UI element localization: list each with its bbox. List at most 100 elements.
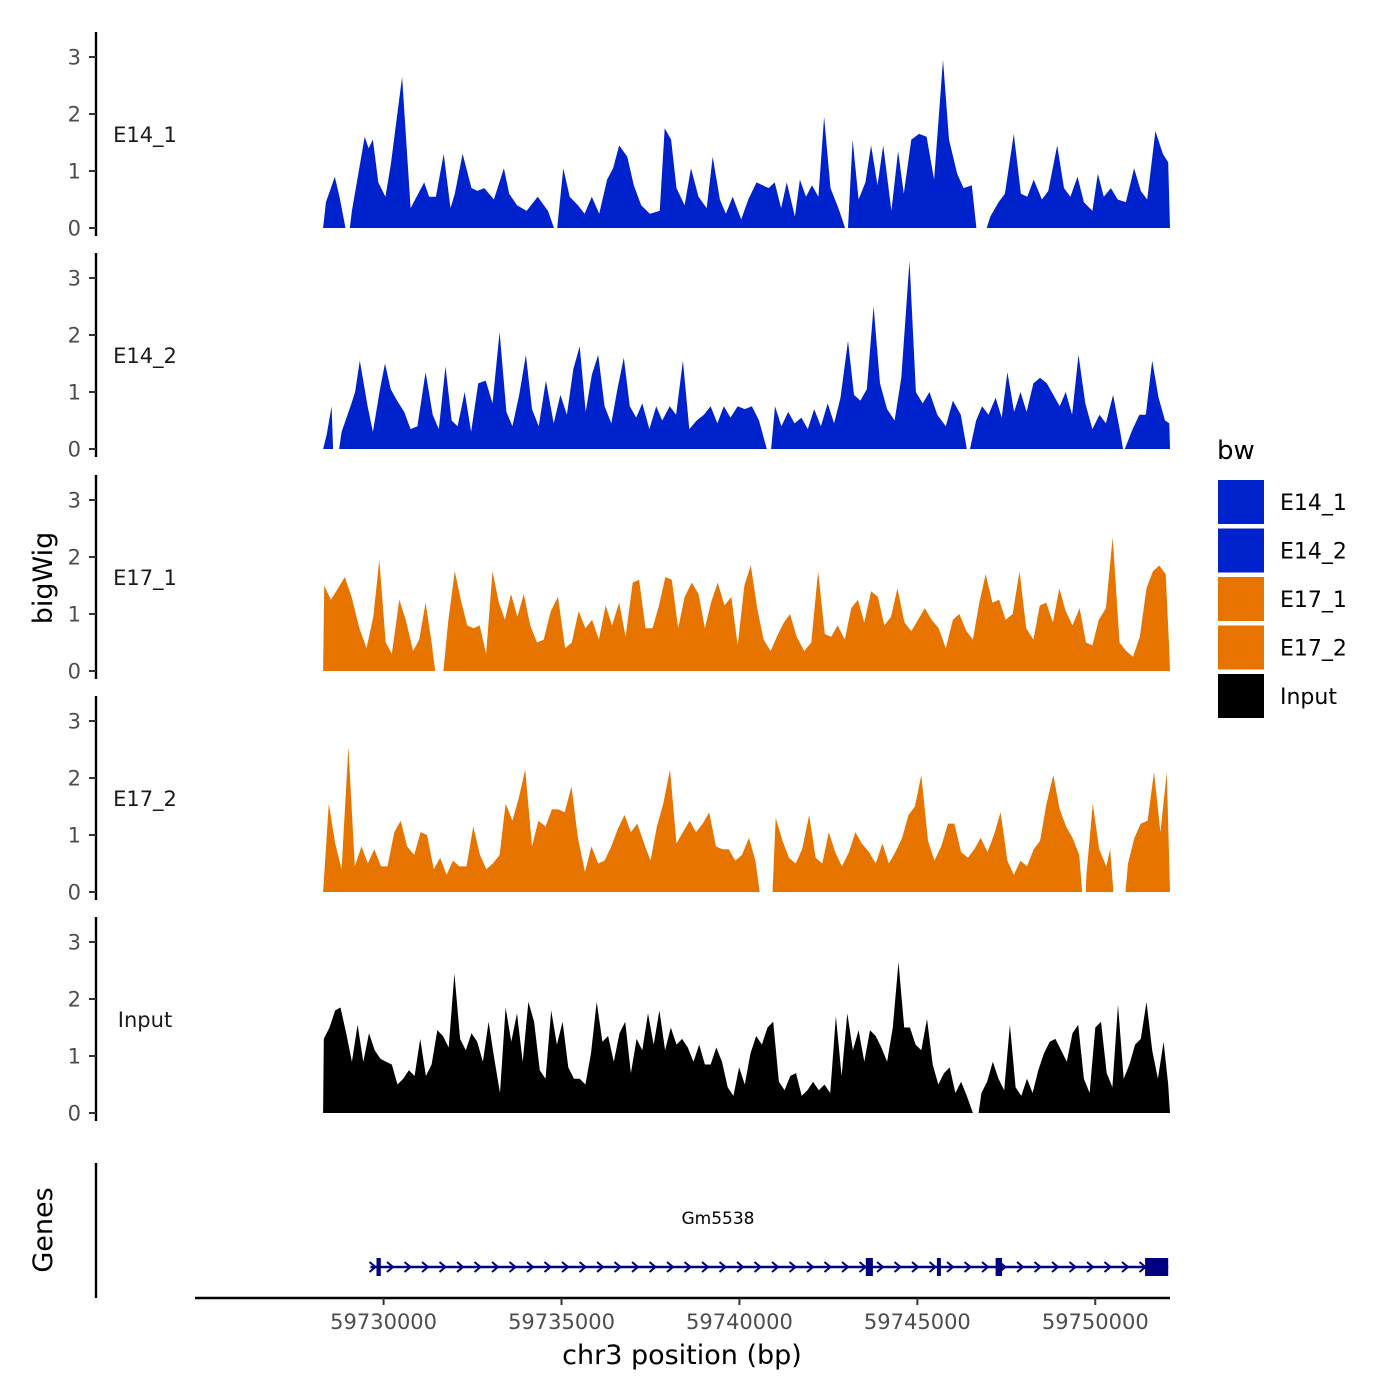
legend-swatch-e17-2 (1218, 625, 1264, 670)
strand-chevron-40 (1051, 1261, 1060, 1273)
legend-label-e17-1: E17_1 (1280, 588, 1347, 613)
y-tick-label-e17-1-1: 1 (68, 603, 81, 627)
area-segment-e14-1-1 (323, 176, 346, 228)
strand-chevron-8 (491, 1261, 500, 1273)
strand-chevron-28 (841, 1261, 850, 1273)
strand-chevron-41 (1068, 1261, 1078, 1273)
strand-chevron-11 (543, 1261, 553, 1273)
area-segment-e14-1-2 (349, 77, 554, 228)
track-panels: 0 1 2 3 E14_1 0 1 2 3 E14_2 0 1 2 3 E17_1 0 1 2 3 E17_2 0 1 2 3… (68, 32, 1170, 1126)
legend-swatch-e14-1 (1218, 480, 1264, 524)
x-tick-label-59745000: 59745000 (864, 1310, 971, 1334)
genes-axis-title: Genes (28, 1187, 59, 1272)
legend-item-e17-1: E17_1 (1218, 577, 1347, 621)
strand-chevron-7 (473, 1261, 483, 1273)
panel-e17-2: 0 1 2 3 E17_2 (68, 696, 1170, 905)
legend-item-input: Input (1218, 674, 1337, 718)
strand-chevron-10 (526, 1261, 535, 1273)
gene-model-Gm5538 (368, 1258, 1169, 1276)
y-tick-label-e14-1-1: 1 (68, 160, 81, 184)
area-e14-1 (323, 59, 1170, 228)
y-tick-label-e14-1-0: 0 (68, 217, 81, 241)
exon-5 (1145, 1258, 1169, 1276)
y-tick-label-e14-2-1: 1 (68, 381, 81, 405)
strand-chevron-3 (403, 1261, 413, 1273)
strand-chevron-27 (823, 1261, 833, 1273)
area-e14-2 (323, 260, 1170, 449)
strand-chevron-25 (788, 1261, 798, 1273)
strand-chevron-42 (1086, 1261, 1095, 1273)
strand-chevron-30 (876, 1261, 885, 1273)
area-segment-e14-2-1 (323, 406, 334, 449)
y-tick-label-e17-1-2: 2 (68, 546, 81, 570)
area-segment-e17-2-3 (1085, 803, 1114, 892)
strand-chevron-4 (421, 1261, 430, 1273)
strand-chevron-31 (893, 1261, 903, 1273)
strand-chevron-12 (561, 1261, 570, 1273)
x-axis: 59730000 59735000 59740000 59745000 59750000 (195, 1296, 1170, 1334)
area-segment-e14-2-4 (970, 354, 1123, 449)
strand-chevron-33 (928, 1261, 938, 1273)
legend-item-e17-2: E17_2 (1218, 625, 1347, 670)
legend-title: bw (1217, 436, 1255, 466)
legend-items: E14_1 E14_2 E17_1 E17_2 Input (1218, 480, 1347, 718)
legend-item-e14-2: E14_2 (1218, 528, 1347, 573)
strand-chevron-6 (456, 1261, 465, 1273)
panel-e14-1: 0 1 2 3 E14_1 (68, 32, 1170, 241)
y-tick-label-input-3: 3 (68, 931, 81, 955)
panel-input: 0 1 2 3 Input (68, 917, 1170, 1126)
legend-label-e14-2: E14_2 (1280, 540, 1347, 565)
y-tick-label-e17-2-0: 0 (68, 881, 81, 905)
strand-chevron-20 (701, 1261, 710, 1273)
area-segment-e17-1-1 (323, 559, 436, 671)
x-tick-label-59740000: 59740000 (686, 1310, 793, 1334)
legend-label-e17-2: E17_2 (1280, 637, 1347, 662)
area-segment-e17-1-2 (443, 537, 1170, 671)
area-segment-e17-2-4 (1125, 772, 1170, 892)
gene-track: Gm5538 (94, 1163, 1169, 1298)
legend-swatch-input (1218, 674, 1264, 718)
strand-chevron-19 (683, 1261, 693, 1273)
y-tick-label-e14-2-0: 0 (68, 438, 81, 462)
y-tick-label-input-0: 0 (68, 1102, 81, 1126)
area-e17-1 (323, 537, 1170, 671)
facet-label-input: Input (118, 1008, 172, 1032)
facet-label-e14-1: E14_1 (113, 123, 177, 148)
gene-label: Gm5538 (682, 1209, 755, 1229)
x-tick-label-59750000: 59750000 (1042, 1310, 1149, 1334)
area-segment-e14-1-4 (848, 59, 977, 228)
strand-chevron-5 (438, 1261, 448, 1273)
y-tick-label-input-1: 1 (68, 1045, 81, 1069)
exon-1 (376, 1258, 381, 1276)
exon-3 (936, 1258, 941, 1276)
strand-chevron-21 (718, 1261, 728, 1273)
legend-swatch-e17-1 (1218, 577, 1264, 621)
strand-chevron-34 (946, 1261, 955, 1273)
x-axis-title: chr3 position (bp) (562, 1340, 802, 1371)
facet-label-e14-2: E14_2 (113, 344, 177, 369)
area-segment-e14-2-2 (339, 332, 767, 449)
legend-label-input: Input (1280, 685, 1337, 710)
area-segment-e14-2-3 (771, 260, 967, 449)
strand-chevron-36 (981, 1261, 990, 1273)
area-segment-input-2 (978, 1001, 1170, 1113)
area-segment-input-1 (323, 962, 973, 1113)
strand-chevron-15 (613, 1261, 623, 1273)
y-tick-label-input-2: 2 (68, 988, 81, 1012)
x-tick-label-59735000: 59735000 (508, 1310, 615, 1334)
x-tick-label-59730000: 59730000 (330, 1310, 437, 1334)
area-e17-2 (323, 746, 1170, 892)
strand-chevron-43 (1103, 1261, 1113, 1273)
exon-2 (865, 1258, 873, 1276)
y-tick-label-e17-2-3: 3 (68, 710, 81, 734)
strand-chevron-39 (1033, 1261, 1043, 1273)
area-segment-e17-2-2 (772, 775, 1083, 892)
facet-label-e17-2: E17_2 (113, 787, 177, 812)
strand-chevron-38 (1016, 1261, 1025, 1273)
exon-4 (995, 1258, 1002, 1276)
y-tick-label-e17-2-1: 1 (68, 824, 81, 848)
strand-chevron-16 (631, 1261, 640, 1273)
y-axis-title: bigWig (28, 532, 59, 625)
panel-e17-1: 0 1 2 3 E17_1 (68, 475, 1170, 684)
area-segment-e14-1-5 (986, 131, 1170, 228)
